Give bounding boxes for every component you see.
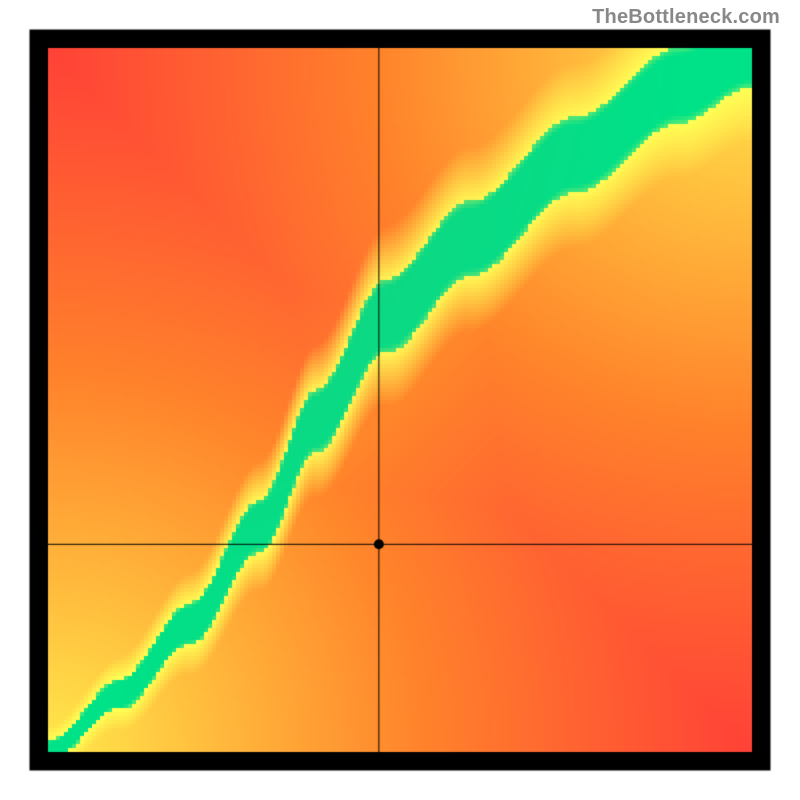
heatmap-canvas (0, 0, 800, 800)
chart-container: TheBottleneck.com (0, 0, 800, 800)
watermark-text: TheBottleneck.com (592, 6, 780, 29)
